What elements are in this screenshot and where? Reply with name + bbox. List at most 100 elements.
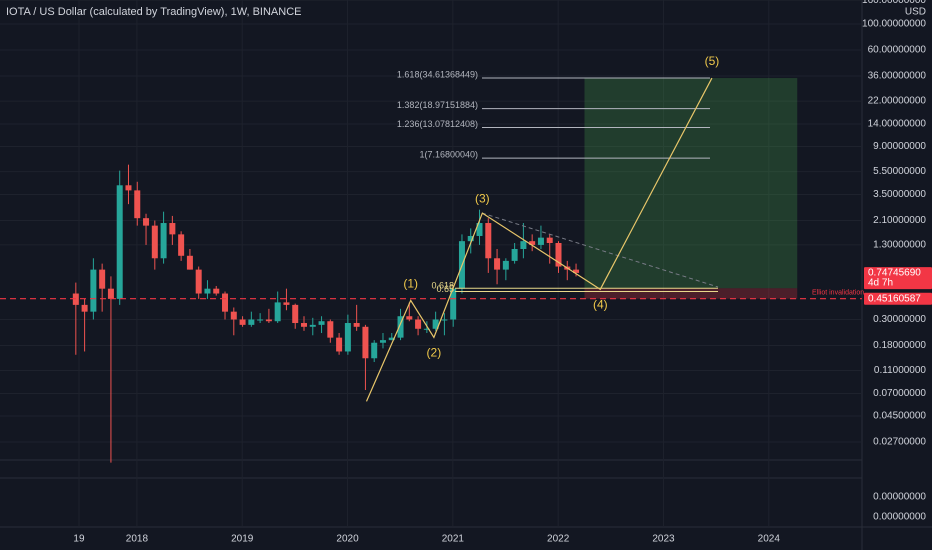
price-tick-label: 9.00000000 bbox=[873, 141, 926, 152]
candle-body bbox=[423, 328, 430, 330]
candle-body bbox=[178, 234, 185, 256]
target-zone bbox=[584, 78, 798, 289]
candle-body bbox=[283, 302, 290, 305]
candle-body bbox=[134, 190, 141, 219]
candle-body bbox=[520, 241, 527, 250]
candle-body bbox=[265, 319, 272, 322]
price-tick-label: 160.00000000 bbox=[862, 0, 926, 6]
time-tick-label: 2018 bbox=[126, 534, 149, 545]
candle-body bbox=[213, 288, 220, 294]
candle-body bbox=[467, 235, 474, 242]
wave-path bbox=[365, 77, 713, 402]
candle-body bbox=[248, 319, 255, 325]
drawings: 1.618(34.61368449) 1.382(18.97151884) 1.23… bbox=[0, 54, 864, 402]
price-tick-label: 1.30000000 bbox=[873, 240, 926, 251]
candle-body bbox=[494, 258, 501, 270]
chart-title: IOTA / US Dollar (calculated by TradingV… bbox=[6, 6, 301, 18]
price-tick-label: 36.00000000 bbox=[868, 71, 927, 82]
price-tick-label: 60.00000000 bbox=[868, 45, 927, 56]
candle-body bbox=[388, 337, 395, 341]
candle-body bbox=[362, 326, 369, 359]
fib-label: 1(7.16800040) bbox=[419, 149, 478, 159]
candle-body bbox=[476, 223, 483, 236]
price-tick-label: 0.30000000 bbox=[873, 314, 926, 325]
price-tag bbox=[864, 292, 932, 305]
invalidation-label: Elliot invalidation bbox=[812, 290, 864, 297]
candle-body bbox=[107, 288, 114, 299]
candle-body bbox=[415, 319, 422, 329]
time-tick-label: 2021 bbox=[442, 534, 465, 545]
fib-label: 1.618(34.61368449) bbox=[397, 69, 478, 79]
candle-body bbox=[169, 223, 176, 235]
indicator-label: 0.00000000 bbox=[873, 512, 926, 523]
candle-body bbox=[81, 304, 88, 312]
candle-body bbox=[90, 269, 97, 312]
candle-body bbox=[344, 323, 351, 352]
candle-body bbox=[300, 323, 307, 327]
wave-label: (2) bbox=[427, 346, 442, 360]
candle-body bbox=[239, 319, 246, 325]
candle-body bbox=[502, 260, 509, 270]
candle-body bbox=[353, 323, 360, 327]
candle-body bbox=[318, 321, 325, 325]
candle-body bbox=[406, 316, 413, 320]
candle-body bbox=[485, 223, 492, 259]
wave-label: (5) bbox=[705, 54, 720, 68]
time-tick-label: 2019 bbox=[231, 534, 254, 545]
candle-body bbox=[511, 249, 518, 261]
price-tick-label: 22.00000000 bbox=[868, 96, 927, 107]
candle-body bbox=[432, 319, 439, 329]
candle-body bbox=[116, 185, 123, 299]
wave-label: (3) bbox=[475, 191, 490, 205]
price-tag-label: 0.45160587 bbox=[868, 293, 921, 304]
fib-label: 1.236(13.07812408) bbox=[397, 119, 478, 129]
price-tick-label: 14.00000000 bbox=[868, 119, 927, 130]
price-tag bbox=[864, 267, 932, 290]
retracement-label: 0.618 bbox=[431, 281, 454, 291]
candle-body bbox=[222, 293, 229, 312]
candle-body bbox=[274, 302, 281, 322]
wave-label: (1) bbox=[403, 277, 418, 291]
price-tick-label: 3.50000000 bbox=[873, 189, 926, 200]
price-tick-label: 0.11000000 bbox=[874, 365, 927, 376]
fib-label: 1.382(18.97151884) bbox=[397, 100, 478, 110]
time-tick-label: 2024 bbox=[758, 534, 781, 545]
candle-body bbox=[546, 237, 553, 244]
candle-body bbox=[573, 269, 580, 273]
indicator-label: 0.00000000 bbox=[873, 492, 926, 503]
candle-body bbox=[99, 269, 106, 289]
time-tick-label: 2020 bbox=[336, 534, 359, 545]
candle-body bbox=[537, 237, 544, 245]
countdown: 4d 7h bbox=[868, 278, 893, 289]
stop-zone bbox=[584, 288, 798, 299]
candle-body bbox=[257, 319, 264, 321]
trend-line bbox=[481, 212, 719, 288]
time-tick-label: 19 bbox=[73, 534, 85, 545]
candle-body bbox=[125, 185, 132, 191]
price-tick-label: 5.50000000 bbox=[873, 166, 926, 177]
candle-body bbox=[379, 340, 386, 343]
candle-body bbox=[529, 241, 536, 245]
candle-body bbox=[555, 243, 562, 267]
candle-body bbox=[230, 311, 237, 320]
candle-body bbox=[160, 223, 167, 259]
candle-body bbox=[309, 324, 316, 327]
price-tick-label: 0.18000000 bbox=[873, 340, 926, 351]
candle-body bbox=[143, 218, 150, 226]
time-tick-label: 2023 bbox=[652, 534, 675, 545]
candle-body bbox=[292, 304, 299, 324]
time-tick-label: 2022 bbox=[547, 534, 570, 545]
candle-body bbox=[195, 269, 202, 294]
candle-body bbox=[151, 225, 158, 259]
candle-body bbox=[441, 319, 448, 321]
candle-body bbox=[336, 337, 343, 352]
candle-body bbox=[397, 316, 404, 338]
price-tick-label: 0.07000000 bbox=[873, 388, 926, 399]
price-tick-label: 2.10000000 bbox=[873, 215, 926, 226]
retracement-label: 0.65 bbox=[436, 284, 454, 294]
price-tick-label: 0.04500000 bbox=[873, 411, 926, 422]
wave-label: (4) bbox=[593, 298, 608, 312]
candle-body bbox=[186, 255, 193, 270]
